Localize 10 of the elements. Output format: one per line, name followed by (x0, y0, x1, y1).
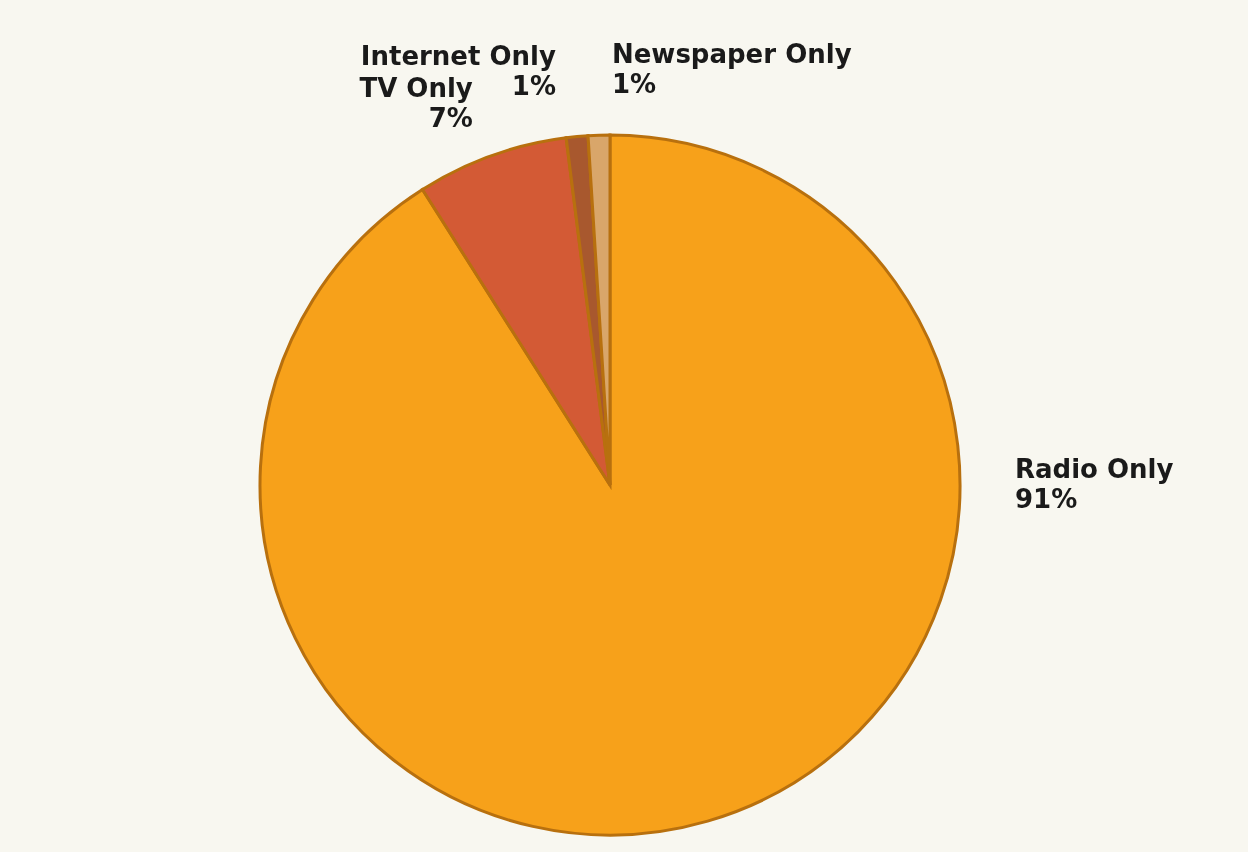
data-label: 1% (511, 70, 556, 101)
pie-slice (258, 133, 962, 837)
data-label: 91% (1015, 484, 1078, 514)
slice-label: Radio Only (1015, 454, 1174, 484)
slice-label: TV Only (359, 72, 473, 103)
slice-label: Internet Only (360, 40, 556, 71)
slice-label: Newspaper Only (611, 39, 852, 70)
pie-slice (420, 136, 612, 487)
data-label: 1% (611, 69, 657, 100)
data-label: 7% (428, 102, 473, 133)
